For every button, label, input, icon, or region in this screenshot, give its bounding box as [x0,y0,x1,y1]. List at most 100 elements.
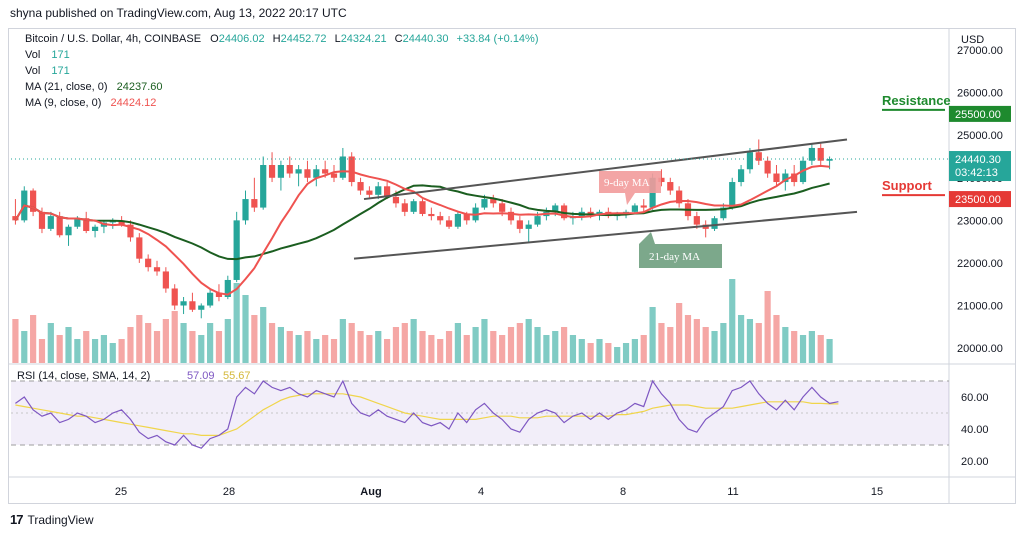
volume-bar [56,335,63,363]
candle-body [640,205,647,208]
tradingview-footer[interactable]: 17 TradingView [10,512,94,527]
candle-body [419,201,426,214]
volume-bar [817,335,824,363]
candle-body [773,173,780,183]
legend-ma21: MA (21, close, 0) 24237.60 [25,81,163,93]
volume-bar [649,307,656,363]
candle-body [127,224,134,238]
candle-body [596,211,603,214]
volume-bar [445,331,453,363]
volume-bar [162,319,169,363]
candle-body [12,216,19,221]
rsi-value: 57.09 [187,370,215,382]
volume-bar [65,327,72,363]
last-price-value: 24440.30 [955,154,1001,166]
rsi-tick-label: 60.00 [961,392,989,404]
candle-body [357,182,364,191]
volume-bar [419,331,426,363]
volume-bar [437,339,444,363]
volume-bar [516,323,523,363]
candle-body [136,237,143,259]
volume-bar [808,331,815,363]
price-tick-label: 25000.00 [957,130,1003,142]
volume-bar [658,323,665,363]
candle-body [384,186,391,197]
candle-body [587,211,594,214]
volume-bar [260,307,267,363]
price-axis-currency: USD [961,34,984,46]
volume-bar [596,339,603,363]
candle-body [171,288,178,306]
candle-body [268,165,276,178]
candle-body [348,156,355,183]
support-price-value: 23500.00 [955,194,1001,206]
rsi-tick-label: 40.00 [961,424,989,436]
volume-bar [631,339,638,363]
volume-bar [454,323,461,363]
volume-bar [109,343,116,363]
volume-bar [410,319,417,363]
volume-bar [145,323,152,363]
candle-body [74,218,81,227]
volume-bar [100,335,108,363]
volume-bar [676,303,683,363]
candle-body [507,211,515,221]
candle-body [552,205,559,212]
volume-bar [746,319,754,363]
volume-bar [543,335,550,363]
resistance-label: Resistance [882,93,951,108]
legend-symbol-row: Bitcoin / U.S. Dollar, 4h, COINBASE O244… [25,33,539,45]
rsi-legend: RSI (14, close, SMA, 14, 2) [17,370,150,382]
volume-bar [47,323,54,363]
candle-body [729,182,736,208]
volume-bar [38,339,46,363]
candle-body [162,271,169,289]
candle-body [180,301,187,306]
price-tick-label: 20000.00 [957,343,1003,355]
candle-body [83,218,90,231]
candle-body [534,216,541,225]
volume-bar [304,331,311,363]
ma9-callout-label: 9-day MA [604,177,650,189]
legend-vol-2: Vol 171 [25,65,70,77]
candle-body [808,147,815,161]
candle-body [91,226,99,231]
volume-bar [799,335,807,363]
candle-body [251,199,258,208]
time-tick-label: 28 [223,486,235,498]
price-chart-svg[interactable]: USD27000.0026000.0025000.0024000.0023000… [9,29,1015,503]
candle-body [428,213,435,217]
candle-body [145,258,152,268]
volume-bar [91,339,99,363]
candle-body [207,292,214,306]
volume-bar [233,283,240,363]
volume-bar [667,327,674,363]
volume-bar [614,347,621,363]
candle-body [30,190,37,212]
time-tick-label: 8 [620,486,626,498]
volume-bar [755,323,762,363]
volume-bar [428,335,435,363]
volume-bar [401,323,408,363]
volume-bar [118,339,125,363]
volume-bar [12,319,19,363]
candle-body [560,205,568,219]
volume-bar [74,339,81,363]
volume-bar [684,315,692,363]
volume-bar [153,331,161,363]
candle-body [791,173,798,183]
candle-body [516,220,523,229]
candle-body [737,169,745,183]
time-tick-label: 4 [478,486,484,498]
price-tick-label: 23000.00 [957,215,1003,227]
volume-bar [268,323,276,363]
publisher-line: shyna published on TradingView.com, Aug … [10,6,347,20]
ma21-line [14,182,830,261]
volume-bar [339,319,346,363]
volume-bar [21,331,28,363]
price-tick-label: 22000.00 [957,258,1003,270]
volume-bar [330,339,338,363]
chart-panel[interactable]: USD27000.0026000.0025000.0024000.0023000… [8,28,1016,504]
candle-body [525,224,532,229]
candle-body [224,279,231,297]
